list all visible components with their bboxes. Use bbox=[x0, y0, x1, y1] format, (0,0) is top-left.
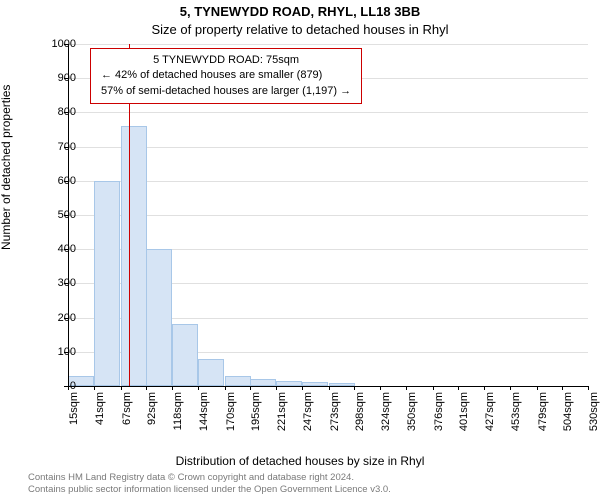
histogram-bar bbox=[121, 126, 147, 386]
histogram-bar bbox=[250, 379, 276, 386]
y-tick-label: 700 bbox=[58, 141, 76, 153]
x-tick-label: 92sqm bbox=[146, 392, 158, 425]
x-tick-label: 170sqm bbox=[225, 392, 237, 431]
x-axis-label: Distribution of detached houses by size … bbox=[0, 454, 600, 468]
callout-line1: 5 TYNEWYDD ROAD: 75sqm bbox=[101, 53, 351, 68]
y-tick-label: 900 bbox=[58, 72, 76, 84]
histogram-bar bbox=[94, 181, 120, 386]
x-tick-label: 453sqm bbox=[510, 392, 522, 431]
license-line1: Contains HM Land Registry data © Crown c… bbox=[28, 472, 354, 483]
y-tick-label: 200 bbox=[58, 312, 76, 324]
histogram-bar bbox=[198, 359, 224, 386]
x-tick-label: 479sqm bbox=[537, 392, 549, 431]
x-tick-label: 350sqm bbox=[406, 392, 418, 431]
y-tick-label: 800 bbox=[58, 106, 76, 118]
x-tick-label: 41sqm bbox=[94, 392, 106, 425]
x-tick-label: 67sqm bbox=[121, 392, 133, 425]
page-title: 5, TYNEWYDD ROAD, RHYL, LL18 3BB bbox=[0, 4, 600, 19]
x-axis-line bbox=[68, 386, 588, 387]
x-tick-label: 195sqm bbox=[250, 392, 262, 431]
chart-subtitle: Size of property relative to detached ho… bbox=[0, 22, 600, 37]
x-tick-label: 298sqm bbox=[354, 392, 366, 431]
license-text: Contains HM Land Registry data © Crown c… bbox=[28, 472, 588, 496]
x-tick-label: 144sqm bbox=[198, 392, 210, 431]
x-tick-mark bbox=[588, 386, 589, 390]
y-tick-label: 1000 bbox=[52, 38, 76, 50]
x-tick-label: 504sqm bbox=[562, 392, 574, 431]
y-tick-label: 500 bbox=[58, 209, 76, 221]
y-tick-label: 0 bbox=[70, 380, 76, 392]
callout-line3: 57% of semi-detached houses are larger (… bbox=[101, 84, 351, 99]
x-tick-label: 247sqm bbox=[302, 392, 314, 431]
y-tick-label: 600 bbox=[58, 175, 76, 187]
gridline bbox=[68, 112, 588, 113]
x-tick-label: 15sqm bbox=[68, 392, 80, 425]
x-tick-label: 273sqm bbox=[329, 392, 341, 431]
y-tick-label: 300 bbox=[58, 277, 76, 289]
x-tick-label: 221sqm bbox=[276, 392, 288, 431]
histogram-bar bbox=[146, 249, 172, 386]
x-tick-label: 376sqm bbox=[433, 392, 445, 431]
histogram-bar bbox=[225, 376, 251, 386]
x-tick-label: 530sqm bbox=[588, 392, 600, 431]
license-line2: Contains public sector information licen… bbox=[28, 484, 391, 495]
gridline bbox=[68, 44, 588, 45]
histogram-bar bbox=[172, 324, 198, 386]
property-callout: 5 TYNEWYDD ROAD: 75sqm← 42% of detached … bbox=[90, 48, 362, 104]
callout-line2: ← 42% of detached houses are smaller (87… bbox=[101, 68, 351, 83]
y-axis-label: Number of detached properties bbox=[0, 85, 13, 250]
x-tick-label: 401sqm bbox=[458, 392, 470, 431]
x-tick-label: 427sqm bbox=[484, 392, 496, 431]
y-tick-label: 100 bbox=[58, 346, 76, 358]
x-tick-label: 118sqm bbox=[172, 392, 184, 430]
x-tick-label: 324sqm bbox=[380, 392, 392, 431]
y-tick-label: 400 bbox=[58, 243, 76, 255]
